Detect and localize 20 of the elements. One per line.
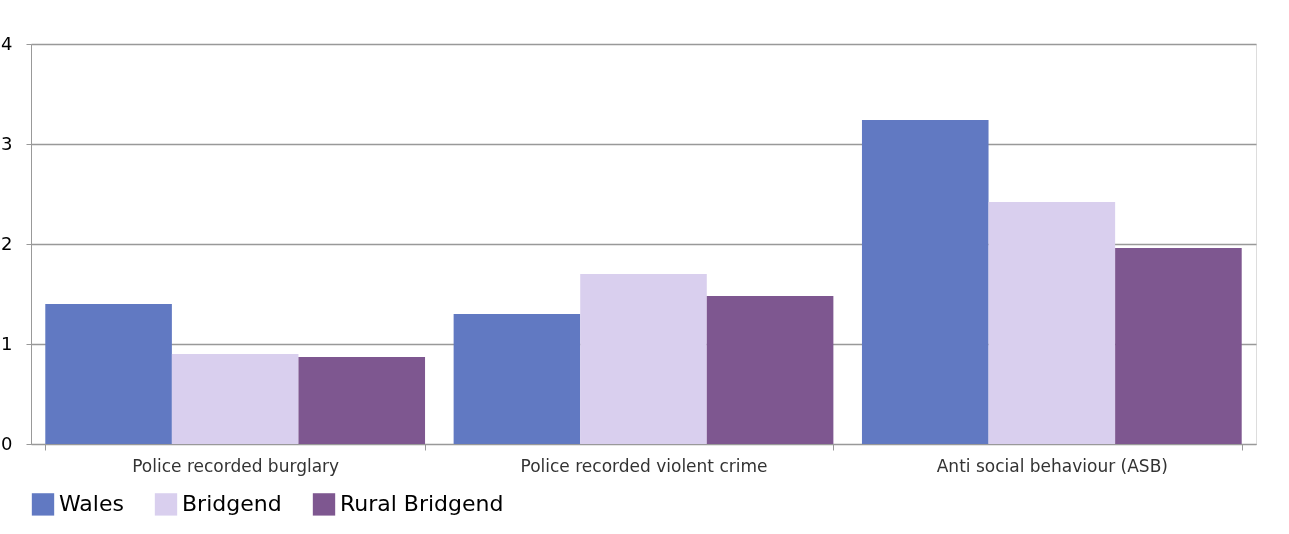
- legend-label: Rural Bridgend: [340, 491, 504, 517]
- legend-label: Bridgend: [182, 491, 282, 517]
- bar: [45, 304, 172, 444]
- bar: [706, 296, 834, 444]
- x-tick-label: Police recorded burglary: [132, 455, 340, 476]
- bar: [988, 202, 1116, 444]
- y-tick-label: 0: [1, 432, 13, 454]
- bar: [453, 314, 581, 444]
- y-tick-label: 2: [1, 232, 13, 254]
- y-tick-label: 1: [1, 332, 13, 354]
- bar: [1115, 248, 1242, 444]
- bar: [861, 120, 989, 444]
- y-tick-label: 4: [1, 32, 13, 54]
- y-tick-label: 3: [1, 132, 13, 154]
- legend-label: Wales: [59, 491, 124, 517]
- bar: [580, 274, 707, 444]
- bar: [298, 357, 426, 444]
- bar: [171, 354, 299, 444]
- x-tick-label: Police recorded violent crime: [520, 455, 768, 476]
- x-tick-label: Anti social behaviour (ASB): [936, 455, 1168, 476]
